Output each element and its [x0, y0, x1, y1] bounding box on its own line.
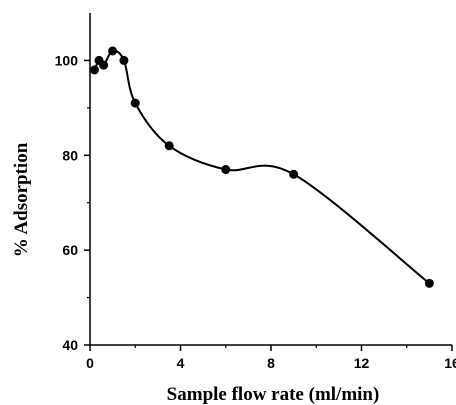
data-point	[119, 55, 129, 65]
x-axis-label: Sample flow rate (ml/min)	[167, 384, 380, 405]
data-point	[99, 60, 109, 70]
data-point	[164, 141, 174, 151]
series-line	[93, 49, 431, 285]
x-tick-label: 16	[444, 355, 456, 371]
y-tick-label: 40	[62, 337, 78, 353]
data-point	[108, 46, 118, 56]
plot-axes	[89, 13, 452, 346]
y-axis-ticks: 40 60 80 100	[55, 52, 90, 353]
y-axis-label: % Adsorption	[11, 142, 32, 257]
x-tick-label: 4	[177, 355, 185, 371]
x-tick-label: 8	[267, 355, 275, 371]
data-point	[424, 278, 434, 288]
data-point	[130, 98, 140, 108]
data-point	[289, 169, 299, 179]
y-tick-label: 80	[62, 147, 78, 163]
series-points	[90, 46, 434, 288]
y-tick-label: 100	[55, 52, 79, 68]
data-point	[221, 165, 231, 175]
y-tick-label: 60	[62, 242, 78, 258]
x-tick-label: 12	[354, 355, 370, 371]
x-tick-label: 0	[86, 355, 94, 371]
x-axis-ticks: 0 4 8 12 16	[86, 345, 456, 371]
data-point	[90, 65, 100, 75]
